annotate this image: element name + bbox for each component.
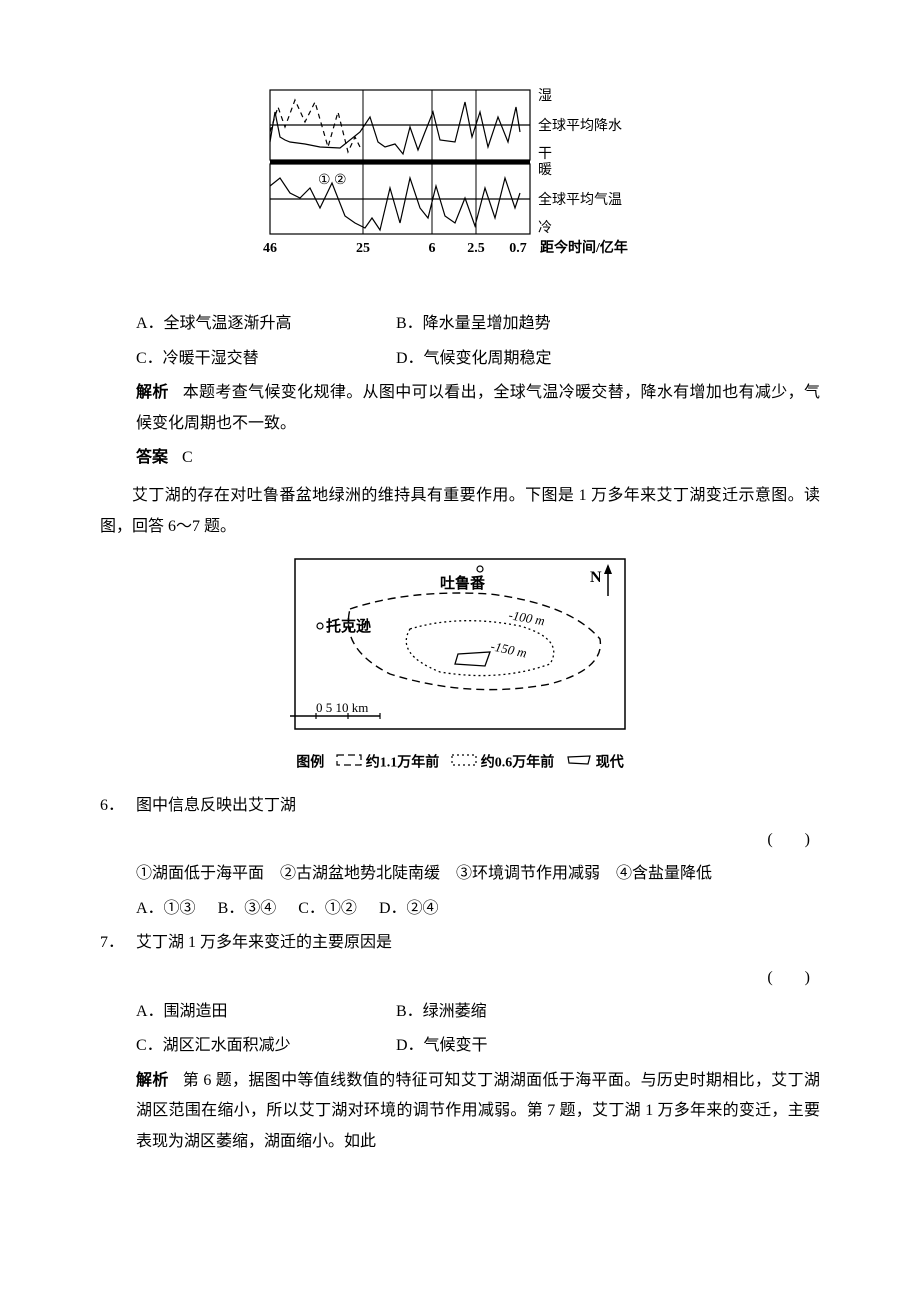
label-temp: 全球平均气温: [538, 191, 622, 208]
q6-stem-line: 6．图中信息反映出艾丁湖: [100, 791, 820, 821]
xaxis-label: 距今时间/亿年: [540, 239, 628, 256]
q6-stem: 图中信息反映出艾丁湖: [136, 797, 296, 814]
contour-100: -100 m: [507, 607, 546, 628]
q7-stem-line: 7．艾丁湖 1 万多年来变迁的主要原因是: [100, 928, 820, 958]
q6-num: 6．: [100, 791, 136, 821]
q6-options: A．①③ B．③④ C．①② D．②④: [100, 894, 820, 924]
climate-chart: 湿 全球平均降水 干 暖 全球平均气温 冷 ① ② 46 25 6 2.5 0.…: [100, 80, 820, 291]
q5-explain-text: 本题考查气候变化规律。从图中可以看出，全球气温冷暖交替，降水有增加也有减少，气候…: [136, 384, 820, 431]
q6-opt-d: D．②④: [379, 900, 439, 917]
q5-explain: 解析本题考查气候变化规律。从图中可以看出，全球气温冷暖交替，降水有增加也有减少，…: [100, 378, 820, 439]
q6-opt-c: C．①②: [298, 900, 357, 917]
label-circle2: ②: [334, 173, 347, 188]
q5-opt-a: A．全球气温逐渐升高: [136, 309, 396, 339]
q7-opt-b: B．绿洲萎缩: [396, 997, 487, 1027]
scale-label: 0 5 10 km: [316, 700, 368, 715]
q7-opt-d: D．气候变干: [396, 1031, 488, 1061]
xtick-3: 2.5: [467, 241, 485, 256]
answer-label: 答案: [136, 449, 168, 466]
legend-title: 图例: [296, 755, 324, 770]
q7-options-row1: A．围湖造田 B．绿洲萎缩: [100, 997, 820, 1027]
q5-answer-text: C: [182, 449, 193, 466]
label-warm: 暖: [538, 162, 552, 178]
legend-box-a-icon: [336, 750, 362, 777]
tulufan-label: 吐鲁番: [440, 574, 486, 592]
label-cold: 冷: [538, 220, 552, 236]
q6-opt-b: B．③④: [218, 900, 277, 917]
q6-opt-a: A．①③: [136, 900, 196, 917]
map-svg: N 吐鲁番 托克逊 -100 m -150 m 0 5 10 km: [290, 554, 630, 734]
xtick-1: 25: [356, 241, 370, 256]
map-legend: 图例 约1.1万年前 约0.6万年前 现代: [100, 750, 820, 777]
north-label: N: [590, 569, 602, 586]
q7-explain-label: 解析: [136, 1072, 169, 1089]
xtick-2: 6: [429, 241, 436, 256]
q7-opt-c: C．湖区汇水面积减少: [136, 1031, 396, 1061]
q7-paren: ( ): [100, 963, 820, 993]
q6-statements: ①湖面低于海平面 ②古湖盆地势北陡南缓 ③环境调节作用减弱 ④含盐量降低: [100, 859, 820, 889]
legend-a: 约1.1万年前: [366, 755, 440, 770]
passage-text: 艾丁湖的存在对吐鲁番盆地绿洲的维持具有重要作用。下图是 1 万多年来艾丁湖变迁示…: [100, 481, 820, 542]
legend-box-c-icon: [566, 750, 592, 777]
q7-opt-a: A．围湖造田: [136, 997, 396, 1027]
q5-opt-c: C．冷暖干湿交替: [136, 344, 396, 374]
explain-label: 解析: [136, 384, 169, 401]
q5-answer: 答案 C: [100, 443, 820, 473]
legend-box-b-icon: [451, 750, 477, 777]
contour-150: -150 m: [489, 638, 528, 660]
q5-options-row1: A．全球气温逐渐升高 B．降水量呈增加趋势: [100, 309, 820, 339]
q5-opt-d: D．气候变化周期稳定: [396, 344, 552, 374]
xtick-0: 46: [263, 241, 277, 256]
q5-options-row2: C．冷暖干湿交替 D．气候变化周期稳定: [100, 344, 820, 374]
legend-c: 现代: [596, 755, 624, 770]
label-precip: 全球平均降水: [538, 117, 622, 134]
q5-opt-b: B．降水量呈增加趋势: [396, 309, 551, 339]
q7-num: 7．: [100, 928, 136, 958]
map-figure: N 吐鲁番 托克逊 -100 m -150 m 0 5 10 km 图例 约1.…: [100, 554, 820, 777]
q7-options-row2: C．湖区汇水面积减少 D．气候变干: [100, 1031, 820, 1061]
climate-chart-svg: 湿 全球平均降水 干 暖 全球平均气温 冷 ① ② 46 25 6 2.5 0.…: [260, 80, 660, 280]
label-dry: 干: [538, 147, 552, 162]
label-circle1: ①: [318, 173, 331, 188]
q7-explain: 解析第 6 题，据图中等值线数值的特征可知艾丁湖湖面低于海平面。与历史时期相比，…: [100, 1066, 820, 1157]
xtick-4: 0.7: [509, 241, 527, 256]
q7-stem: 艾丁湖 1 万多年来变迁的主要原因是: [136, 934, 392, 951]
q7-explain-text: 第 6 题，据图中等值线数值的特征可知艾丁湖湖面低于海平面。与历史时期相比，艾丁…: [136, 1072, 820, 1150]
label-wet: 湿: [538, 88, 552, 104]
q6-paren: ( ): [100, 825, 820, 855]
legend-b: 约0.6万年前: [481, 755, 555, 770]
